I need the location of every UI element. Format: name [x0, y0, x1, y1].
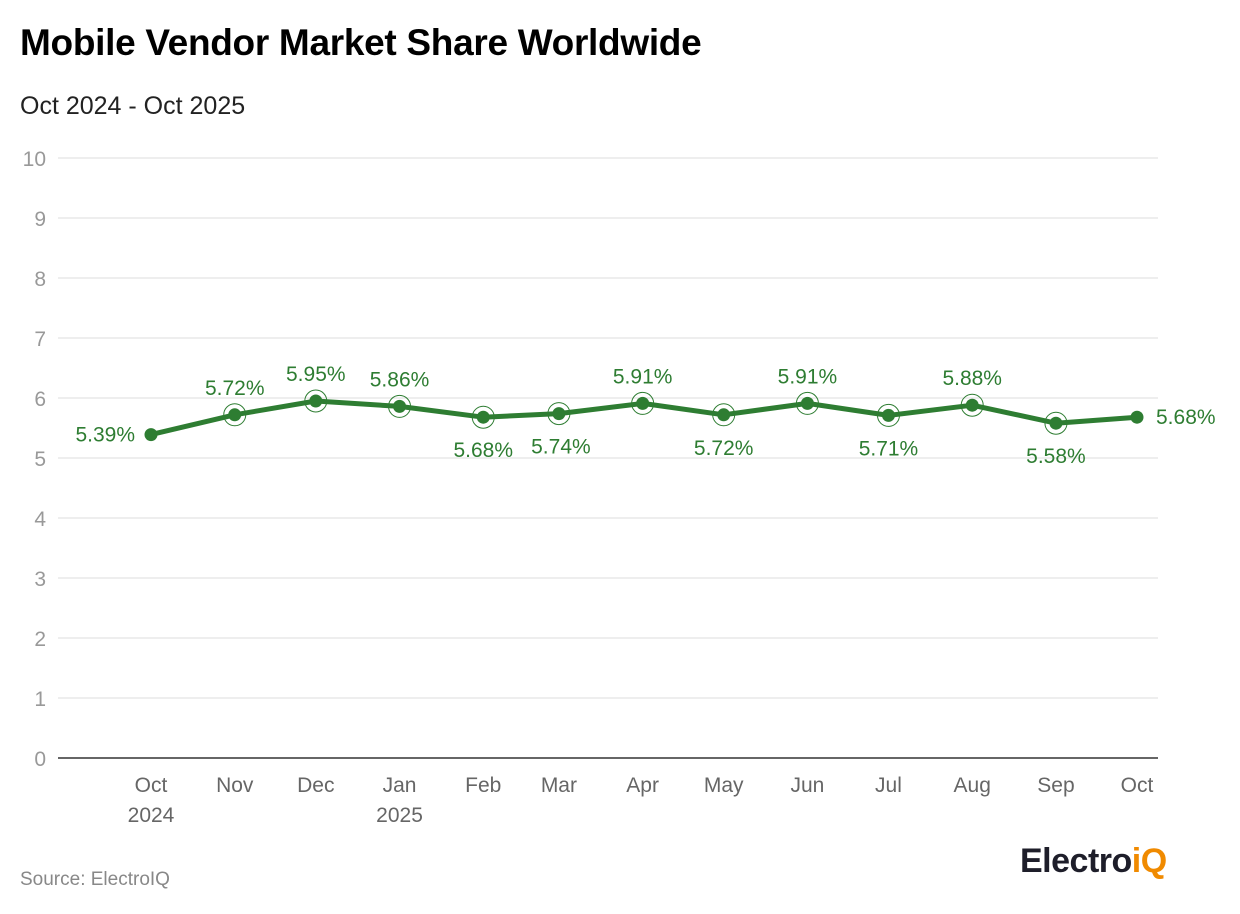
y-tick-label: 3: [34, 568, 46, 591]
data-point: [393, 399, 407, 413]
logo-text: Electro: [1020, 842, 1132, 880]
x-tick-label-year: 2024: [128, 804, 175, 827]
data-point: [144, 428, 158, 442]
data-label: 5.58%: [1026, 445, 1086, 468]
data-point-ring: [471, 405, 495, 429]
x-tick-label: Jun: [791, 774, 825, 797]
x-tick-label: Mar: [541, 774, 577, 797]
data-point-ring: [223, 403, 247, 427]
y-tick-label: 7: [34, 328, 46, 351]
y-tick-label: 9: [34, 208, 46, 231]
data-label: 5.74%: [531, 436, 591, 459]
data-label: 5.71%: [859, 437, 919, 460]
data-point-ring: [960, 393, 984, 417]
data-point: [309, 394, 323, 408]
data-point-ring: [388, 394, 412, 418]
y-tick-label: 4: [34, 508, 46, 531]
x-tick-label: Aug: [954, 774, 991, 797]
data-point-ring: [712, 403, 736, 427]
y-tick-label: 2: [34, 628, 46, 651]
y-tick-label: 0: [34, 748, 46, 771]
chart-title: Mobile Vendor Market Share Worldwide: [20, 22, 702, 63]
data-point: [881, 408, 895, 422]
data-label: 5.88%: [942, 367, 1002, 390]
data-label: 5.68%: [453, 439, 513, 462]
x-tick-label: Apr: [626, 774, 659, 797]
data-point: [800, 396, 814, 410]
data-label: 5.86%: [370, 368, 430, 391]
data-point: [228, 408, 242, 422]
data-point: [1130, 410, 1144, 424]
x-tick-label: Dec: [297, 774, 334, 797]
y-tick-label: 8: [34, 268, 46, 291]
data-point: [552, 407, 566, 421]
data-label: 5.95%: [286, 363, 346, 386]
data-point-ring: [795, 391, 819, 415]
data-label: 5.68%: [1156, 406, 1216, 429]
y-tick-label: 6: [34, 388, 46, 411]
x-tick-label: Sep: [1037, 774, 1074, 797]
x-tick-label: Jan: [383, 774, 417, 797]
data-point: [717, 408, 731, 422]
data-label: 5.72%: [205, 377, 265, 400]
data-point-ring: [1044, 411, 1068, 435]
source-note: Source: ElectroIQ: [20, 869, 170, 890]
data-label: 5.39%: [75, 424, 135, 447]
x-tick-label: Feb: [465, 774, 501, 797]
electroiq-logo: ElectroiQ: [1020, 842, 1167, 881]
data-label: 5.91%: [613, 365, 673, 388]
x-tick-label: May: [704, 774, 744, 797]
x-tick-label: Oct: [135, 774, 168, 797]
y-tick-label: 5: [34, 448, 46, 471]
x-tick-label-year: 2025: [376, 804, 423, 827]
data-point: [1049, 416, 1063, 430]
x-tick-label: Jul: [875, 774, 902, 797]
y-tick-label: 1: [34, 688, 46, 711]
data-point: [636, 396, 650, 410]
logo-accent-text: iQ: [1131, 842, 1167, 880]
data-label: 5.72%: [694, 437, 754, 460]
data-point: [965, 398, 979, 412]
data-point-ring: [304, 389, 328, 413]
data-point: [476, 410, 490, 424]
data-point-ring: [876, 403, 900, 427]
chart-subtitle: Oct 2024 - Oct 2025: [20, 92, 246, 120]
data-point-ring: [631, 391, 655, 415]
data-point-ring: [547, 402, 571, 426]
y-tick-label: 10: [23, 148, 46, 171]
x-tick-label: Oct: [1121, 774, 1154, 797]
x-tick-label: Nov: [216, 774, 254, 797]
data-label: 5.91%: [778, 365, 838, 388]
